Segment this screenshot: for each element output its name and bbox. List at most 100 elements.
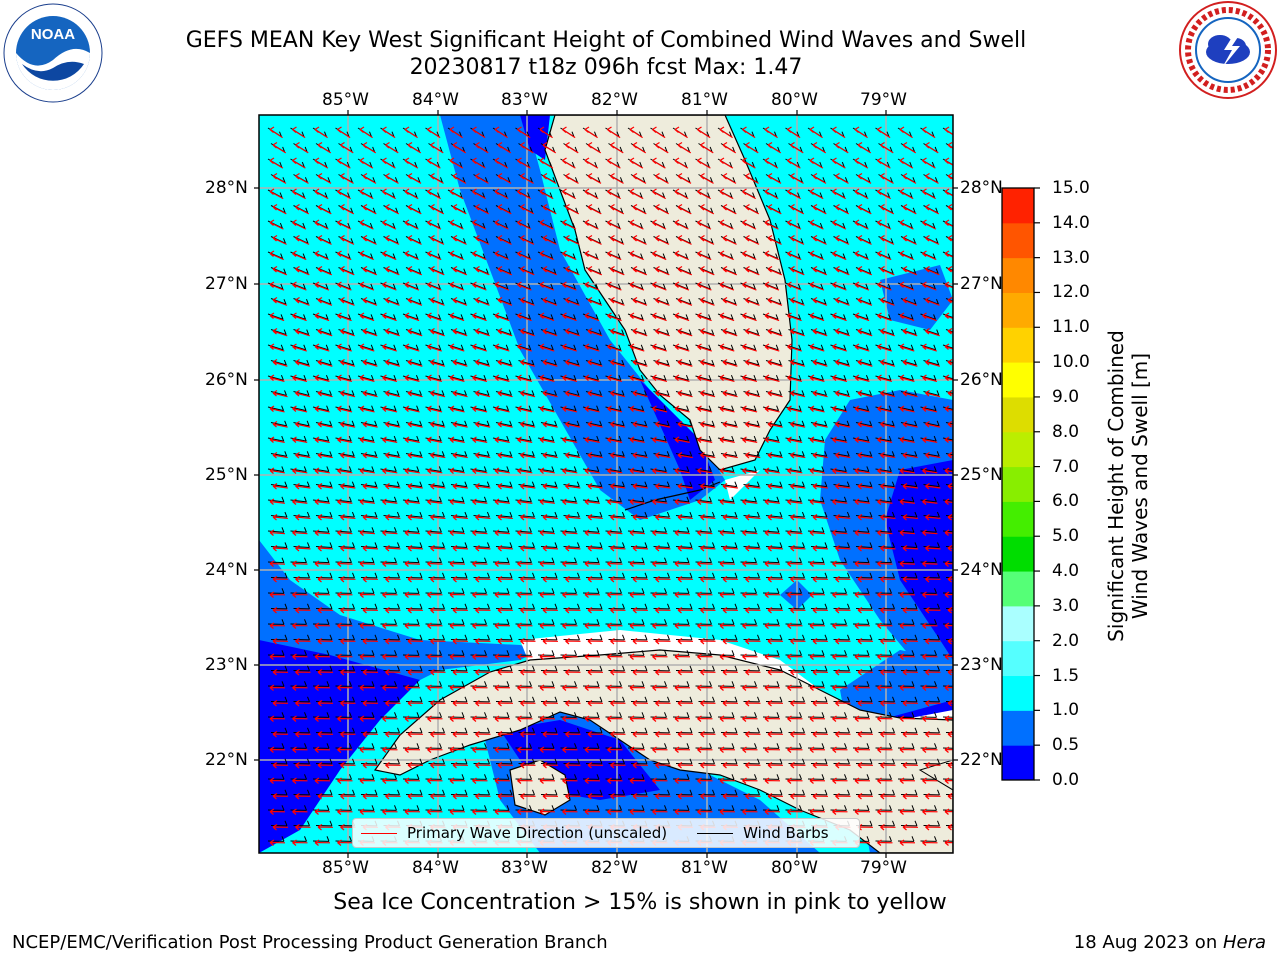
wind-barb (717, 805, 735, 811)
wind-barb (518, 789, 535, 796)
wind-barb (492, 588, 510, 594)
wind-barb (380, 496, 397, 503)
wave-direction-arrow (385, 420, 401, 428)
wave-direction-arrow (472, 343, 487, 352)
wave-direction-arrow (835, 668, 851, 676)
wind-barb (380, 681, 397, 687)
wave-direction-arrow (745, 296, 760, 306)
wave-direction-arrow (427, 746, 443, 753)
wave-direction-arrow (790, 327, 805, 337)
wave-direction-arrow (449, 188, 464, 200)
wind-barb (830, 805, 847, 811)
wave-direction-arrow (359, 312, 375, 322)
wave-direction-arrow (427, 622, 443, 629)
wave-direction-arrow (407, 203, 422, 215)
wave-direction-arrow (674, 560, 691, 567)
wind-barb (270, 820, 288, 827)
wave-direction-arrow (539, 405, 555, 413)
wind-barb (743, 665, 760, 672)
wind-barb (630, 696, 648, 703)
wave-direction-arrow (472, 157, 486, 169)
wind-barb (312, 496, 330, 503)
wave-direction-arrow (902, 420, 918, 428)
wave-direction-arrow (427, 343, 442, 352)
wave-direction-arrow (497, 296, 513, 306)
wave-direction-arrow (520, 761, 536, 769)
wave-direction-arrow (677, 699, 694, 707)
wave-direction-arrow (385, 358, 401, 367)
wind-barb (785, 681, 802, 687)
wind-barb (357, 496, 375, 503)
wave-direction-arrow (317, 358, 333, 367)
wave-direction-arrow (632, 513, 648, 521)
wave-direction-arrow (899, 374, 915, 383)
wave-direction-arrow (584, 436, 600, 443)
wave-direction-arrow (475, 358, 491, 367)
wind-barb (765, 603, 783, 610)
wave-direction-arrow (655, 172, 669, 184)
wave-direction-arrow (742, 405, 758, 413)
wind-barb (653, 789, 670, 796)
wave-direction-arrow (902, 699, 919, 707)
wave-direction-arrow (719, 312, 735, 322)
wave-direction-arrow (385, 761, 401, 769)
wave-direction-arrow (652, 777, 668, 784)
wave-direction-arrow (475, 296, 490, 306)
wave-direction-arrow (452, 234, 467, 245)
wave-direction-arrow (404, 126, 418, 139)
wave-direction-arrow (944, 219, 953, 228)
wind-barb (743, 572, 760, 579)
wind-barb (450, 758, 468, 765)
wind-barb (900, 511, 918, 518)
wave-direction-arrow (359, 808, 376, 815)
wave-direction-arrow (790, 389, 806, 398)
wave-direction-arrow (700, 203, 715, 215)
wind-barb (717, 712, 735, 718)
wave-direction-arrow (607, 250, 622, 261)
wind-barb (537, 712, 555, 718)
wave-direction-arrow (427, 715, 443, 722)
wind-barb (447, 743, 465, 749)
wave-direction-arrow (877, 746, 893, 753)
wind-barb (830, 681, 847, 687)
wind-barb (315, 727, 333, 734)
wind-barb (923, 603, 940, 610)
wind-barb (900, 727, 918, 734)
wave-direction-arrow (652, 560, 668, 567)
wind-barb (267, 557, 285, 564)
wave-direction-arrow (337, 839, 353, 846)
wave-direction-arrow (700, 792, 716, 800)
wind-barb (360, 542, 378, 548)
wind-barb (807, 681, 825, 687)
lat-label-left: 26°N (205, 370, 248, 390)
wave-direction-arrow (542, 637, 559, 645)
colorbar-tick-label: 9.0 (1052, 386, 1080, 407)
wave-direction-arrow (719, 498, 735, 505)
wind-barb (627, 619, 645, 625)
wave-direction-arrow (295, 668, 311, 676)
wave-direction-arrow (292, 126, 306, 139)
wave-direction-arrow (449, 312, 465, 322)
wave-direction-arrow (764, 560, 781, 567)
wave-direction-arrow (385, 265, 400, 276)
wave-direction-arrow (632, 451, 648, 459)
wind-barb (852, 743, 870, 749)
lat-label-right: 28°N (960, 178, 1003, 198)
wave-direction-arrow (337, 560, 353, 567)
wave-direction-arrow (787, 746, 803, 753)
wave-direction-arrow (835, 699, 851, 707)
wave-direction-arrow (745, 730, 761, 738)
wind-barb (875, 805, 892, 811)
wave-direction-arrow (767, 544, 784, 552)
wave-direction-arrow (925, 792, 941, 800)
wave-direction-arrow (337, 374, 353, 383)
wave-direction-arrow (314, 653, 331, 660)
wind-barb (383, 665, 400, 672)
wave-direction-arrow (655, 358, 671, 367)
wind-barb (630, 634, 648, 641)
wind-barb (900, 603, 918, 610)
wave-direction-arrow (947, 296, 953, 304)
wave-direction-arrow (835, 544, 851, 552)
wind-barb (810, 665, 828, 672)
wind-barb (695, 588, 712, 594)
